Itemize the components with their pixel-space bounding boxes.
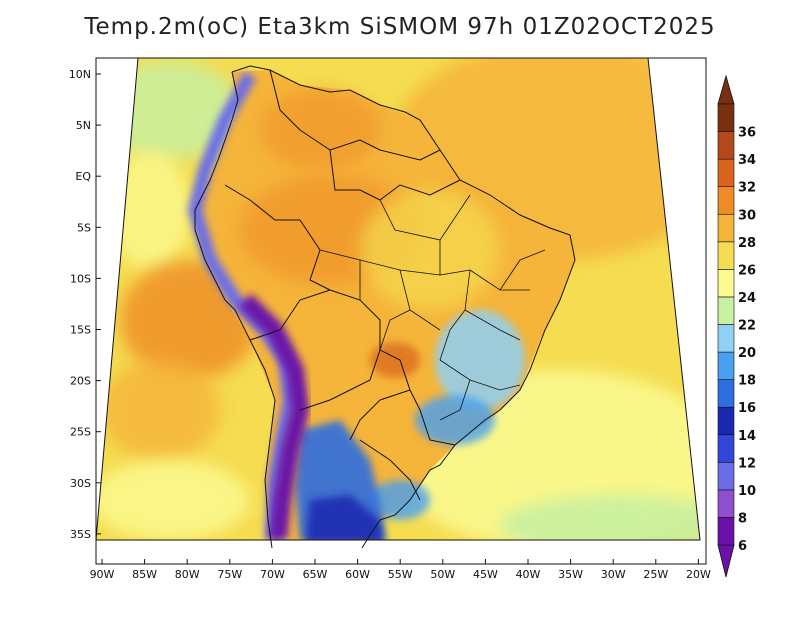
colorbar-label: 6 [738,539,747,554]
lon-tick-label: 20W [686,568,711,581]
colorbar-label: 10 [738,484,756,499]
lon-tick-label: 65W [303,568,328,581]
lon-tick-label: 45W [473,568,498,581]
lat-tick-label: 30S [70,477,91,490]
country-borders [224,69,461,501]
colorbar-segment [717,324,735,353]
lat-tick-label: 10S [70,272,91,285]
colorbar-label: 26 [738,263,756,278]
guiana-hot-zone [260,90,380,170]
pacific-mid-zone [100,360,220,460]
lon-tick-label: 55W [388,568,413,581]
colorbar-segment [717,103,735,132]
colorbar-segment [717,186,735,215]
longitude-axis: 90W 85W 80W 75W 70W 65W 60W 55W 50W 45W 40W 35W 30W 2… [90,559,711,581]
colorbar-high-arrow [717,74,735,105]
southeast-highlands [435,310,525,410]
colorbar-segment [717,296,735,325]
lat-tick-label: 15S [70,324,91,337]
colorbar-label: 8 [738,511,747,526]
lat-tick-label: 5N [76,119,91,132]
colorbar-label: 32 [738,181,756,196]
colorbar-segment [717,131,735,160]
lon-tick-label: 50W [430,568,455,581]
lat-tick-label: 35S [70,528,91,541]
lon-tick-label: 80W [175,568,200,581]
colorbar-segment [717,517,735,546]
colorbar-segment [717,406,735,436]
lon-tick-label: 30W [601,568,626,581]
lon-tick-label: 70W [260,568,285,581]
colorbar-label: 24 [738,291,756,306]
colorbar-label: 20 [738,346,756,361]
colorbar-segment [717,462,735,491]
colorbar-segment [717,351,735,380]
lon-tick-label: 35W [558,568,583,581]
temperature-field [96,58,700,540]
colorbar-label: 14 [738,429,756,444]
latitude-axis: 10N 5N EQ 5S 10S 15S 20S 25S 30S 35S [69,68,101,541]
colorbar-low-arrow [717,544,735,578]
south-brazil-highlands [415,395,495,445]
lat-tick-label: 25S [70,426,91,439]
patagonia-cold-zone [305,495,385,540]
pantanal-hot-spot [370,342,420,378]
colorbar-label: 36 [738,126,756,141]
colorbar-label: 12 [738,456,756,471]
colorbar-segment [717,489,735,518]
colorbar-label: 16 [738,401,756,416]
colorbar-segment [717,158,735,187]
lon-tick-label: 75W [217,568,242,581]
colorbar-segment [717,269,735,298]
central-brazil-zone [360,190,500,310]
colorbar: 6 8 10 12 14 16 18 20 22 24 26 28 30 32 34 36 [717,74,756,578]
lon-tick-label: 85W [132,568,157,581]
colorbar-label: 28 [738,236,756,251]
boundaries [194,65,576,549]
colorbar-segment [717,434,735,463]
lon-tick-label: 60W [345,568,370,581]
colorbar-segment [717,213,735,243]
colorbar-segment [717,379,735,408]
coastline [194,65,576,549]
lat-tick-label: 10N [69,68,91,81]
south-pacific-zone [96,460,250,540]
lat-tick-label: EQ [75,170,91,183]
map-title: Temp.2m(oC) Eta3km SiSMOM 97h 01Z02OCT20… [84,14,716,40]
state-borders [319,194,546,421]
far-south-atlantic-zone [500,495,700,540]
lat-tick-label: 5S [77,221,91,234]
lon-tick-label: 40W [516,568,541,581]
axis-frame [95,57,707,565]
colorbar-segment [717,241,735,270]
colorbar-label: 18 [738,374,756,389]
colorbar-label: 30 [738,208,756,223]
pacific-coastal-zone [110,150,190,270]
lon-tick-label: 25W [643,568,668,581]
colorbar-label: 22 [738,319,756,334]
colorbar-label: 34 [738,153,756,168]
lon-tick-label: 90W [90,568,115,581]
lat-tick-label: 20S [70,375,91,388]
